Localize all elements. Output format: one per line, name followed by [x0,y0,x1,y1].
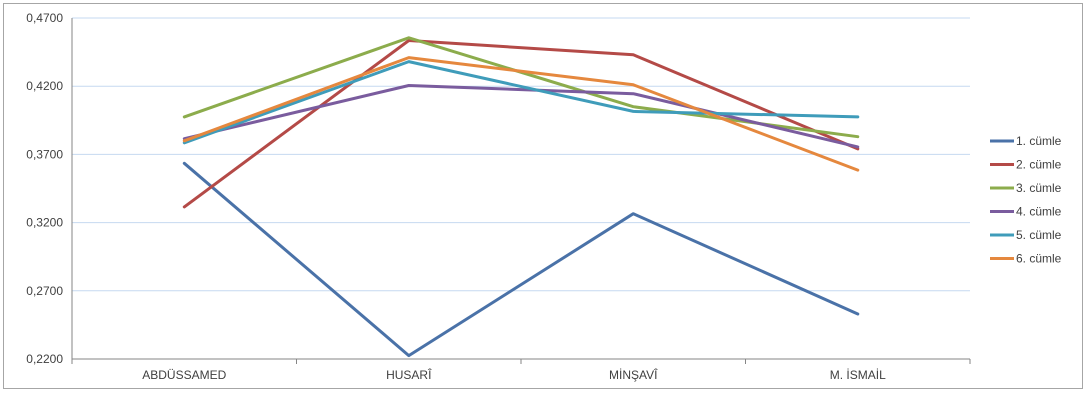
legend: 1. cümle 2. cümle 3. cümle 4. cümle 5. cümle… [990,134,1062,266]
legend-label: 6. cümle [1016,252,1062,266]
series-line-5 [182,60,860,145]
series-line-6 [182,56,860,172]
y-tick-label: 0,4200 [26,79,63,93]
x-tick-label: ABDÜSSAMED [142,368,226,382]
legend-label: 5. cümle [1016,228,1062,242]
gridlines [72,17,970,292]
legend-label: 1. cümle [1016,134,1062,148]
legend-label: 4. cümle [1016,205,1062,219]
series-line-4 [182,84,860,149]
x-tick-label: MİNŞAVÎ [609,367,658,382]
chart-frame [3,3,1083,389]
y-tick-label: 0,3700 [26,147,63,161]
series-line-2 [182,39,860,209]
legend-label: 2. cümle [1016,158,1062,172]
x-tick-label: HUSARÎ [386,367,432,382]
x-tick-label: M. İSMAİL [830,368,886,382]
series-lines [182,36,860,358]
axes: 0,2200 0,2700 0,3200 0,3700 0,4200 0,4700 ABDÜ… [26,11,971,382]
y-tick-label: 0,3200 [26,216,63,230]
y-tick-label: 0,2200 [26,352,63,366]
legend-label: 3. cümle [1016,181,1062,195]
series-line-1 [182,161,860,358]
y-tick-label: 0,4700 [26,11,63,25]
y-tick-label: 0,2700 [26,284,63,298]
